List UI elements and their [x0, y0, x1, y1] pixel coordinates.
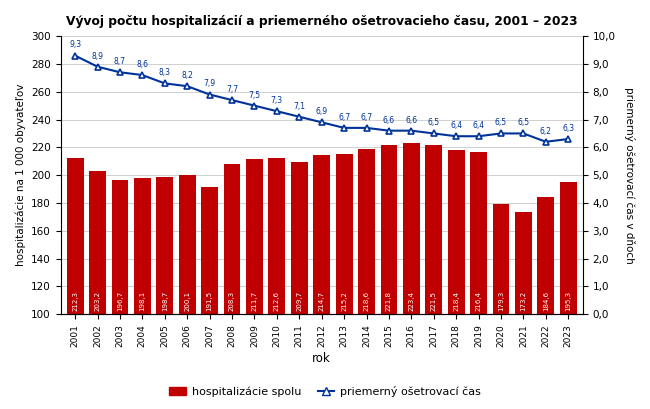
Text: 8,2: 8,2: [181, 71, 193, 80]
Bar: [157, 177, 173, 409]
Bar: [403, 143, 420, 409]
Text: 216,4: 216,4: [476, 292, 482, 311]
Text: 8,3: 8,3: [159, 68, 171, 77]
Text: 184,6: 184,6: [543, 291, 549, 311]
Text: 212,3: 212,3: [72, 292, 78, 311]
Text: 6,5: 6,5: [428, 118, 440, 127]
Text: 6,3: 6,3: [562, 124, 575, 133]
Y-axis label: priemerný ošetrovací čas v dňoch: priemerný ošetrovací čas v dňoch: [624, 87, 635, 263]
Text: 8,7: 8,7: [114, 57, 126, 66]
Text: 7,3: 7,3: [271, 96, 283, 105]
Text: 7,5: 7,5: [248, 90, 261, 99]
Text: 6,4: 6,4: [450, 121, 462, 130]
Bar: [493, 204, 510, 409]
X-axis label: rok: rok: [312, 353, 331, 365]
Text: 200,1: 200,1: [184, 291, 190, 311]
Text: 8,9: 8,9: [92, 52, 103, 61]
Text: 218,6: 218,6: [363, 291, 369, 311]
Bar: [448, 150, 465, 409]
Y-axis label: hospitalizácie na 1 000 obyvateľov: hospitalizácie na 1 000 obyvateľov: [15, 84, 25, 266]
Bar: [202, 187, 218, 409]
Bar: [515, 212, 532, 409]
Text: 209,7: 209,7: [296, 291, 302, 311]
Text: 7,1: 7,1: [293, 102, 306, 111]
Text: 223,4: 223,4: [408, 292, 414, 311]
Text: 6,9: 6,9: [316, 107, 328, 116]
Text: 6,2: 6,2: [540, 127, 552, 136]
Text: 218,4: 218,4: [453, 292, 459, 311]
Text: 203,2: 203,2: [94, 292, 101, 311]
Text: 6,7: 6,7: [338, 113, 350, 122]
Bar: [380, 145, 397, 409]
Text: 214,7: 214,7: [318, 292, 325, 311]
Bar: [268, 157, 285, 409]
Bar: [246, 159, 263, 409]
Text: 215,2: 215,2: [341, 292, 347, 311]
Bar: [335, 154, 352, 409]
Bar: [358, 149, 375, 409]
Text: 6,5: 6,5: [517, 118, 530, 127]
Title: Vývoj počtu hospitalizácií a priemerného ošetrovacieho času, 2001 – 2023: Vývoj počtu hospitalizácií a priemerného…: [66, 15, 577, 28]
Bar: [89, 171, 106, 409]
Text: 6,4: 6,4: [473, 121, 485, 130]
Bar: [560, 182, 577, 409]
Text: 6,6: 6,6: [406, 116, 417, 125]
Bar: [291, 162, 307, 409]
Text: 198,7: 198,7: [162, 291, 168, 311]
Text: 179,3: 179,3: [498, 291, 504, 311]
Text: 196,7: 196,7: [117, 291, 123, 311]
Bar: [112, 180, 128, 409]
Bar: [470, 153, 487, 409]
Text: 6,6: 6,6: [383, 116, 395, 125]
Text: 191,5: 191,5: [207, 291, 213, 311]
Bar: [538, 197, 554, 409]
Text: 7,7: 7,7: [226, 85, 238, 94]
Bar: [313, 155, 330, 409]
Text: 195,3: 195,3: [566, 291, 571, 311]
Bar: [67, 158, 83, 409]
Text: 7,9: 7,9: [203, 79, 216, 88]
Text: 221,8: 221,8: [386, 292, 392, 311]
Text: 198,1: 198,1: [139, 291, 146, 311]
Text: 8,6: 8,6: [136, 60, 148, 69]
Text: 212,6: 212,6: [274, 292, 280, 311]
Bar: [224, 164, 240, 409]
Bar: [425, 145, 442, 409]
Legend: hospitalizácie spolu, priemerný ošetrovací čas: hospitalizácie spolu, priemerný ošetrova…: [165, 382, 485, 401]
Bar: [134, 178, 151, 409]
Text: 208,3: 208,3: [229, 291, 235, 311]
Text: 221,5: 221,5: [431, 292, 437, 311]
Bar: [179, 175, 196, 409]
Text: 6,7: 6,7: [361, 113, 372, 122]
Text: 6,5: 6,5: [495, 118, 507, 127]
Text: 211,7: 211,7: [252, 291, 257, 311]
Text: 9,3: 9,3: [69, 40, 81, 49]
Text: 173,2: 173,2: [521, 291, 526, 311]
